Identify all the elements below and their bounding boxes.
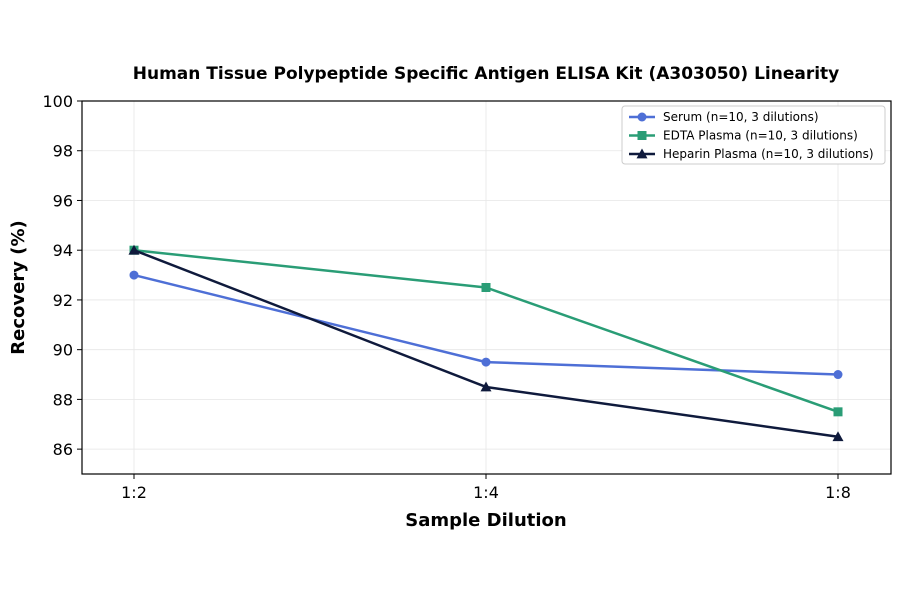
x-tick-label: 1:2: [121, 483, 147, 502]
legend-entry: EDTA Plasma (n=10, 3 dilutions): [629, 129, 858, 143]
legend: Serum (n=10, 3 dilutions) EDTA Plasma (n=…: [621, 105, 886, 165]
legend-label: Heparin Plasma (n=10, 3 dilutions): [663, 147, 874, 161]
legend-label: Serum (n=10, 3 dilutions): [663, 110, 819, 124]
x-tick-label: 1:4: [473, 483, 499, 502]
y-tick-label: 86: [53, 440, 73, 459]
y-tick-label: 100: [42, 92, 73, 111]
data-point: [481, 283, 491, 292]
y-axis-label: Recovery (%): [8, 220, 29, 354]
x-axis-label: Sample Dilution: [405, 510, 566, 531]
data-point: [833, 370, 843, 380]
legend-marker: [637, 131, 647, 140]
legend-box: [621, 105, 886, 165]
y-tick-label: 94: [53, 241, 73, 260]
data-point: [832, 431, 844, 442]
axis-ticks: 86 88 90 92 94 96 98 100 1:2 1:4 1:8: [42, 92, 850, 502]
data-point: [128, 244, 140, 255]
y-tick-label: 90: [53, 341, 73, 360]
data-point: [833, 407, 843, 417]
series-3: [128, 244, 844, 442]
y-tick-label: 92: [53, 291, 73, 310]
chart-title: Human Tissue Polypeptide Specific Antige…: [133, 64, 840, 84]
y-tick-label: 88: [53, 390, 73, 409]
data-point: [129, 270, 139, 280]
legend-label: EDTA Plasma (n=10, 3 dilutions): [663, 129, 858, 143]
legend-marker: [637, 112, 647, 122]
y-tick-label: 98: [53, 142, 73, 161]
series: [128, 244, 844, 442]
x-tick-label: 1:8: [825, 483, 851, 502]
legend-entry: Heparin Plasma (n=10, 3 dilutions): [629, 147, 874, 161]
data-point: [480, 381, 492, 392]
y-tick-label: 96: [53, 191, 73, 210]
legend-entry: Serum (n=10, 3 dilutions): [629, 110, 819, 124]
data-point: [481, 357, 491, 367]
legend-marker: [636, 148, 648, 159]
